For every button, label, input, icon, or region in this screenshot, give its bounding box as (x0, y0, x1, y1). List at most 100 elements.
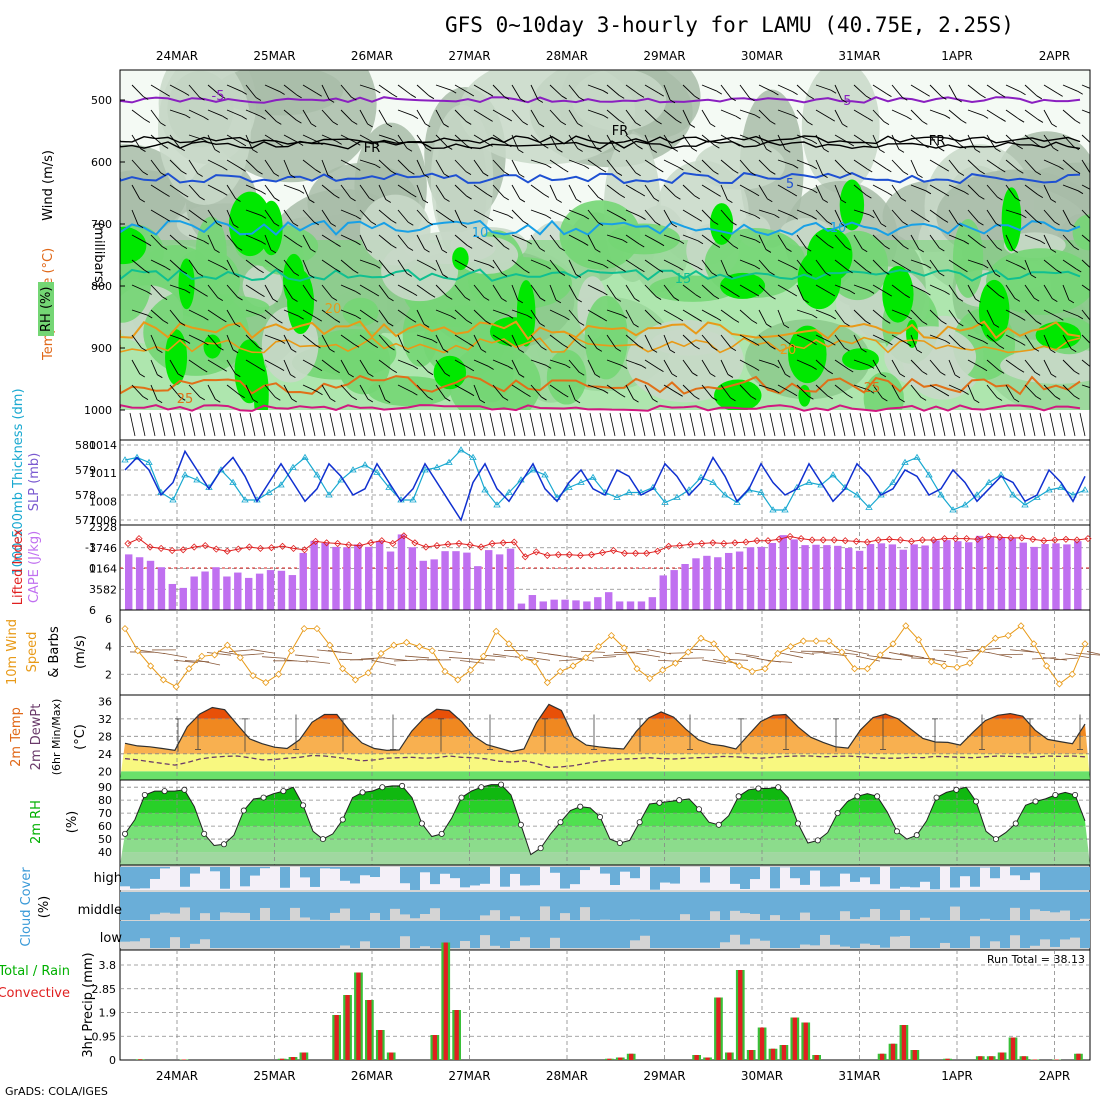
wind-barb-staff (359, 384, 369, 400)
wind-barb-staff (435, 359, 446, 374)
surface-wind-barb (809, 412, 816, 437)
wind-barb-staff (587, 209, 599, 223)
precip-convective-bar (1010, 1037, 1016, 1060)
wind-barb-flag (974, 148, 981, 153)
li-marker (323, 539, 331, 547)
cape-bar (299, 552, 307, 610)
wind-barb-staff (758, 309, 767, 325)
wind-barb-flag (355, 241, 361, 246)
wind-barb-staff (1043, 334, 1051, 350)
li-marker (466, 541, 474, 549)
cloud-cell (1010, 907, 1020, 920)
cloud-cell (680, 914, 690, 920)
temp-tick: 20 (98, 765, 112, 778)
rh-marker (992, 836, 999, 843)
cloud-cell (980, 918, 990, 920)
wind-barb-staff (340, 359, 350, 375)
wind-barb-staff (131, 134, 141, 149)
wind-barb-flag (638, 93, 645, 98)
wind-barb-flag (483, 296, 490, 301)
wind10m-barb (459, 660, 485, 664)
wind-barb-flag (1054, 221, 1060, 226)
wind-barb-flag (279, 340, 286, 344)
temperature-lines (124, 703, 1086, 768)
wind-barb-flag (1020, 91, 1026, 96)
cloud-cell (510, 867, 520, 874)
wind-barb-flag (677, 317, 684, 322)
cloud-cell (170, 937, 180, 948)
contour-label: 10 (830, 221, 847, 236)
cape-bar (386, 551, 395, 610)
wind10m-barb (833, 651, 859, 656)
wind-barb-flag (658, 242, 665, 247)
thickness-marker (361, 461, 369, 468)
wind-barb-staff (663, 209, 673, 225)
surface-wind-barb (1069, 412, 1076, 437)
rh-tick: 80 (98, 794, 112, 807)
top-date-label: 28MAR (546, 49, 588, 63)
cape-bar (572, 600, 580, 610)
wind-barb-staff (1043, 159, 1059, 167)
wind-barb-staff (891, 159, 904, 172)
wind-barb-staff (587, 309, 603, 319)
wind-barb-flag (410, 94, 417, 98)
wind10m-barb (404, 655, 430, 659)
wind-barb-flag (671, 223, 678, 228)
surface-wind-barb (849, 412, 856, 437)
wind-barb-flag (867, 143, 873, 148)
wind-barb-staff (1043, 359, 1052, 375)
wind-barb-staff (454, 259, 470, 269)
li-marker (587, 551, 596, 559)
wind-barb-flag (811, 165, 818, 170)
wind-barb-staff (568, 309, 580, 323)
wind-barb-flag (466, 320, 473, 325)
wind-barb-flag (867, 117, 874, 122)
wind-barb-flag (1058, 316, 1064, 321)
wind-barb-staff (758, 259, 770, 273)
wind-barb-flag (977, 322, 983, 327)
wind-barb-flag (332, 121, 339, 126)
wind-barb-flag (137, 224, 144, 229)
wind-barb-flag (601, 317, 608, 322)
wind-barb-flag (179, 396, 186, 401)
surface-wind-barb (719, 412, 726, 437)
rh-marker (636, 819, 643, 826)
li-marker (1007, 534, 1015, 542)
wind-barb-flag (562, 168, 569, 173)
wind-barb-staff (986, 209, 997, 224)
wind-barb-flag (157, 349, 163, 354)
wind-barb-flag (427, 396, 433, 401)
pressure-tick-label: 600 (91, 156, 112, 169)
wind-barb-flag (278, 367, 285, 372)
wind-barb-staff (587, 184, 599, 198)
wind-barb-flag (695, 294, 701, 299)
wind-barb-flag (808, 95, 814, 100)
wind-barb-staff (1043, 384, 1056, 397)
cloud-cell (500, 867, 510, 887)
wind-barb-flag (979, 170, 985, 175)
wind-barb-staff (340, 384, 353, 398)
wind-barb-flag (1050, 373, 1057, 378)
wind-barb-flag (203, 116, 209, 121)
wind-barb-staff (796, 309, 813, 316)
wind-barb-flag (296, 94, 302, 99)
wind-barb-staff (283, 209, 294, 224)
thickness-marker (133, 453, 141, 460)
wind-barb-flag (203, 240, 210, 245)
rh-saturated-blob (203, 334, 222, 359)
wind-barb-staff (131, 234, 147, 244)
speed-marker (415, 643, 423, 651)
li-marker (808, 536, 816, 544)
cloud-cell (420, 913, 430, 920)
rh-marker (1052, 791, 1059, 798)
wind-barb-staff (853, 234, 863, 249)
wind-barb-staff (435, 309, 452, 317)
li-marker (223, 547, 231, 555)
wind-barb-flag (939, 147, 945, 152)
wind-barb-flag (222, 191, 228, 196)
li-marker (389, 539, 397, 548)
wind-barb-staff (416, 234, 425, 250)
wind-barb-flag (1037, 144, 1043, 149)
wind-barb-flag (844, 322, 850, 327)
wind-barb-staff (682, 159, 697, 170)
